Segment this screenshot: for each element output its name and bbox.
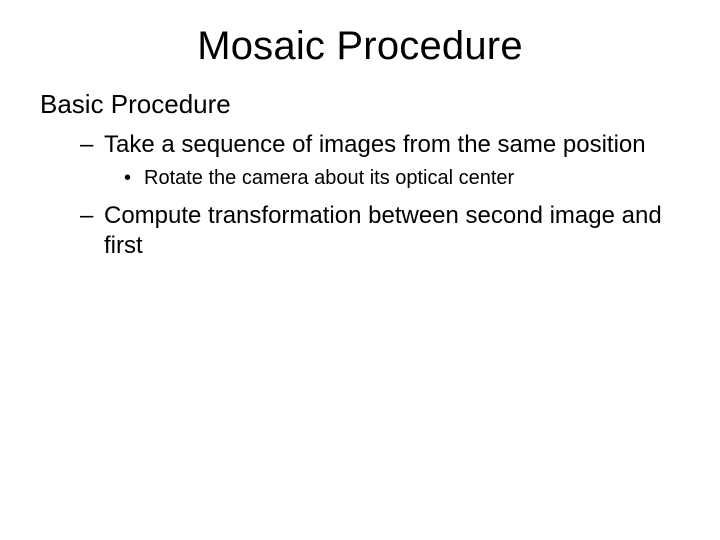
slide-body: Basic Procedure – Take a sequence of ima… xyxy=(0,89,720,261)
list-item-text: Compute transformation between second im… xyxy=(104,201,680,261)
list-item-text: Take a sequence of images from the same … xyxy=(104,130,646,160)
slide-title: Mosaic Procedure xyxy=(0,24,720,69)
slide: Mosaic Procedure Basic Procedure – Take … xyxy=(0,24,720,540)
list-item: – Take a sequence of images from the sam… xyxy=(80,130,680,160)
dash-icon: – xyxy=(80,201,104,261)
list-item: – Compute transformation between second … xyxy=(80,201,680,261)
dot-icon: • xyxy=(124,166,144,191)
section-heading: Basic Procedure xyxy=(40,89,680,120)
dash-icon: – xyxy=(80,130,104,160)
list-subitem: • Rotate the camera about its optical ce… xyxy=(124,166,680,191)
list-subitem-text: Rotate the camera about its optical cent… xyxy=(144,166,514,191)
